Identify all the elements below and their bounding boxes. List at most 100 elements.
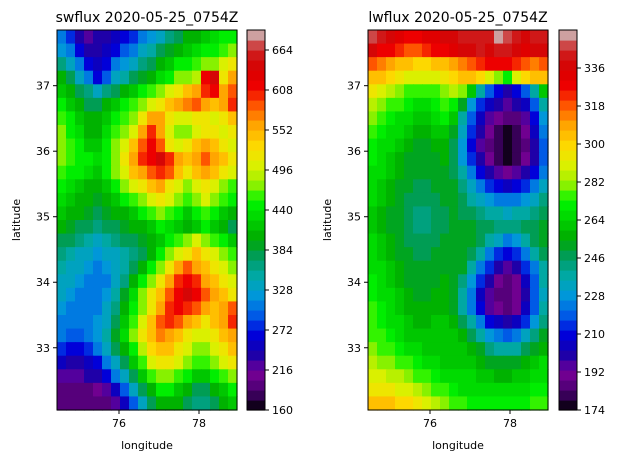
colorbar-band (559, 60, 577, 71)
heatmap-cell (377, 369, 387, 384)
heatmap-cell (539, 247, 549, 262)
heatmap-cell (57, 165, 67, 180)
heatmap-cell (386, 43, 396, 58)
heatmap-cell (503, 247, 513, 262)
heatmap-cell (183, 179, 193, 194)
heatmap-cell (102, 70, 112, 85)
chart-title-swflux: swflux 2020-05-25_0754Z (56, 10, 239, 26)
heatmap-lwflux (368, 30, 549, 411)
heatmap-cell (138, 301, 148, 316)
heatmap-cell (530, 152, 540, 167)
heatmap-cell (494, 152, 504, 167)
heatmap-cell (512, 328, 522, 343)
heatmap-cell (183, 206, 193, 221)
heatmap-cell (156, 220, 166, 235)
heatmap-cell (467, 247, 477, 262)
heatmap-cell (377, 206, 387, 221)
heatmap-cell (386, 30, 396, 45)
heatmap-cell (129, 233, 139, 248)
heatmap-cell (521, 342, 531, 357)
heatmap-cell (440, 382, 450, 398)
y-tick-label: 37 (347, 80, 361, 93)
heatmap-cell (476, 125, 486, 140)
heatmap-cell (183, 382, 193, 398)
heatmap-cell (192, 57, 202, 72)
heatmap-cell (494, 287, 504, 303)
heatmap-cell (111, 287, 121, 303)
heatmap-cell (530, 70, 540, 85)
heatmap-cell (395, 57, 405, 72)
heatmap-cell (440, 97, 450, 113)
colorbar-band (247, 150, 265, 161)
heatmap-cell (521, 369, 531, 384)
heatmap-cell (422, 70, 432, 85)
heatmap-cell (228, 192, 238, 208)
heatmap-cell (440, 111, 450, 126)
heatmap-cell (404, 97, 414, 113)
heatmap-cell (102, 355, 112, 370)
heatmap-cell (539, 274, 549, 289)
heatmap-cell (66, 70, 76, 85)
heatmap-cell (93, 97, 103, 113)
heatmap-cell (503, 301, 513, 316)
heatmap-cell (138, 125, 148, 140)
heatmap-cell (57, 97, 67, 113)
heatmap-cell (57, 355, 67, 370)
heatmap-cell (422, 369, 432, 384)
heatmap-cell (539, 206, 549, 221)
heatmap-cell (192, 30, 202, 45)
heatmap-cell (440, 342, 450, 357)
heatmap-cell (66, 152, 76, 167)
heatmap-cell (84, 138, 94, 153)
heatmap-cell (467, 165, 477, 180)
y-ticks-lwflux: 33 34 35 36 37 (347, 80, 368, 355)
heatmap-cell (111, 43, 121, 58)
heatmap-cell (368, 342, 378, 357)
heatmap-cell (228, 328, 238, 343)
heatmap-cell (494, 382, 504, 398)
heatmap-cell (84, 206, 94, 221)
colorbar-band (559, 30, 577, 41)
heatmap-cell (102, 396, 112, 411)
heatmap-cell (422, 301, 432, 316)
colorbar-band (559, 180, 577, 191)
heatmap-cell (512, 396, 522, 411)
heatmap-cell (386, 274, 396, 289)
heatmap-cell (458, 43, 468, 58)
heatmap-cell (431, 192, 441, 208)
heatmap-cell (521, 165, 531, 180)
heatmap-cell (201, 138, 211, 153)
heatmap-cell (75, 287, 85, 303)
heatmap-cell (440, 287, 450, 303)
heatmap-cell (93, 57, 103, 72)
heatmap-cell (503, 111, 513, 126)
colorbar-tick-label: 216 (272, 364, 293, 377)
heatmap-cell (111, 111, 121, 126)
heatmap-cell (147, 43, 157, 58)
heatmap-cell (120, 165, 130, 180)
heatmap-cell (120, 179, 130, 194)
heatmap-cell (413, 287, 423, 303)
heatmap-cell (440, 206, 450, 221)
heatmap-cell (494, 57, 504, 72)
heatmap-cell (476, 342, 486, 357)
heatmap-cell (174, 111, 184, 126)
heatmap-cell (485, 220, 495, 235)
heatmap-cell (201, 382, 211, 398)
heatmap-cell (201, 125, 211, 140)
heatmap-cell (165, 165, 175, 180)
heatmap-cell (458, 301, 468, 316)
heatmap-cell (377, 30, 387, 45)
heatmap-cell (368, 84, 378, 99)
heatmap-cell (494, 30, 504, 45)
heatmap-cell (111, 192, 121, 208)
heatmap-cell (57, 247, 67, 262)
heatmap-cell (458, 111, 468, 126)
heatmap-cell (111, 355, 121, 370)
colorbar-band (247, 140, 265, 151)
heatmap-cell (129, 247, 139, 262)
heatmap-cell (66, 97, 76, 113)
colorbar-tick-label: 246 (584, 252, 605, 265)
heatmap-cell (539, 369, 549, 384)
heatmap-cell (147, 97, 157, 113)
